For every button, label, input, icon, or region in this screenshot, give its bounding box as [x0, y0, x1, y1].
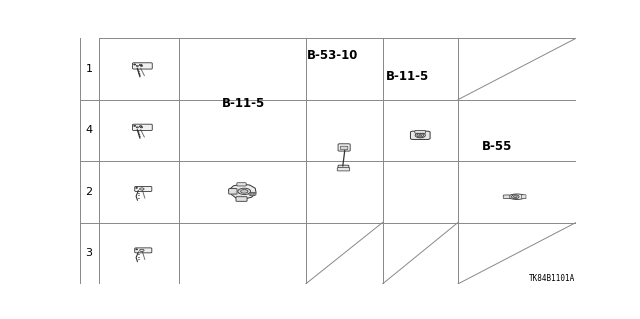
FancyBboxPatch shape: [337, 168, 349, 171]
Circle shape: [417, 134, 424, 137]
Circle shape: [140, 65, 143, 66]
Text: B-55: B-55: [481, 140, 512, 153]
FancyBboxPatch shape: [338, 165, 349, 169]
FancyBboxPatch shape: [134, 187, 152, 191]
Circle shape: [513, 196, 517, 198]
FancyBboxPatch shape: [522, 195, 526, 199]
Circle shape: [419, 135, 422, 136]
Circle shape: [241, 189, 248, 193]
Circle shape: [140, 188, 144, 190]
FancyBboxPatch shape: [410, 131, 430, 139]
Text: 3: 3: [85, 248, 92, 258]
Polygon shape: [228, 184, 256, 199]
FancyBboxPatch shape: [132, 63, 152, 69]
Circle shape: [136, 127, 138, 128]
Text: 1: 1: [85, 64, 92, 74]
FancyBboxPatch shape: [415, 130, 426, 133]
FancyBboxPatch shape: [236, 197, 247, 201]
Circle shape: [511, 195, 519, 199]
Circle shape: [140, 249, 144, 251]
Circle shape: [415, 133, 426, 138]
Text: TK84B1101A: TK84B1101A: [529, 274, 575, 283]
FancyBboxPatch shape: [237, 183, 246, 186]
FancyBboxPatch shape: [132, 124, 152, 130]
Text: 4: 4: [85, 125, 93, 135]
FancyBboxPatch shape: [338, 144, 350, 151]
Circle shape: [140, 127, 143, 128]
FancyBboxPatch shape: [228, 189, 237, 194]
Circle shape: [249, 192, 256, 196]
Text: B-53-10: B-53-10: [307, 49, 358, 62]
Text: B-11-5: B-11-5: [222, 97, 266, 110]
Text: 2: 2: [85, 187, 93, 197]
Circle shape: [250, 193, 255, 195]
Ellipse shape: [508, 194, 525, 199]
FancyBboxPatch shape: [134, 248, 152, 253]
Circle shape: [136, 65, 138, 66]
FancyBboxPatch shape: [503, 195, 510, 198]
Text: B-11-5: B-11-5: [386, 70, 429, 83]
Circle shape: [238, 188, 251, 195]
FancyBboxPatch shape: [340, 146, 348, 150]
